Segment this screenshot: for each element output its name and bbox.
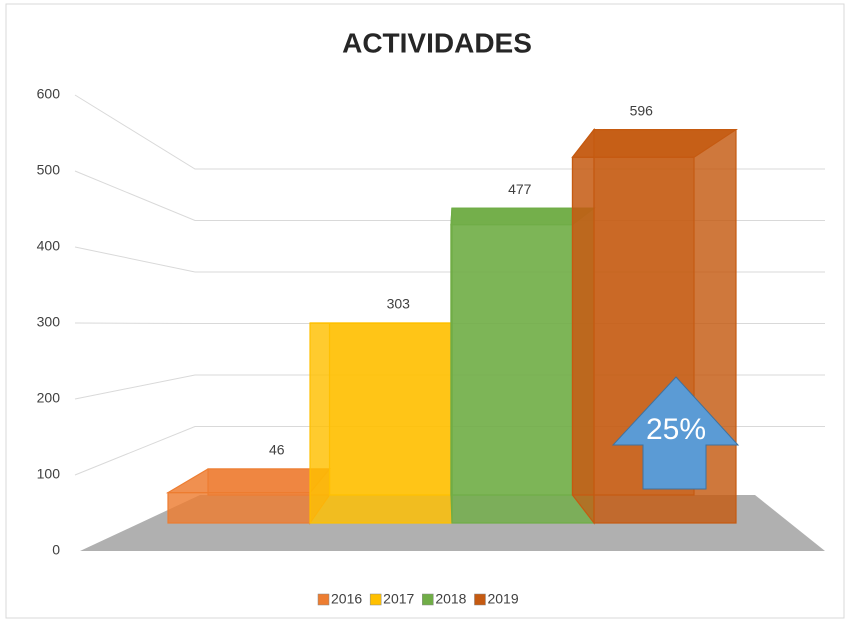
data-label: 303 [387,296,411,312]
bar-front [309,322,453,524]
y-tick-label: 500 [37,162,61,178]
legend-swatch [369,593,382,606]
legend-label: 2019 [487,591,518,607]
chart-title: ACTIVIDADES [342,27,532,58]
data-label: 477 [508,181,532,197]
legend-swatch [317,593,330,606]
data-label: 596 [630,102,654,118]
y-tick-label: 100 [37,466,61,482]
annotation: 25% [646,413,706,446]
bar-side [571,127,595,525]
y-tick-label: 400 [37,238,61,254]
y-tick-label: 200 [37,390,61,406]
y-tick-label: 0 [52,542,60,558]
y-tick-label: 600 [37,86,61,102]
bar-front [167,492,311,524]
annotation-arrow [611,376,740,490]
data-label: 46 [269,442,285,458]
y-tick-label: 300 [37,314,61,330]
legend-swatch [474,593,486,606]
legend-label: 2018 [435,591,466,607]
legend-label: 2017 [383,591,414,607]
legend-label: 2016 [331,591,362,607]
legend-swatch [422,593,434,606]
